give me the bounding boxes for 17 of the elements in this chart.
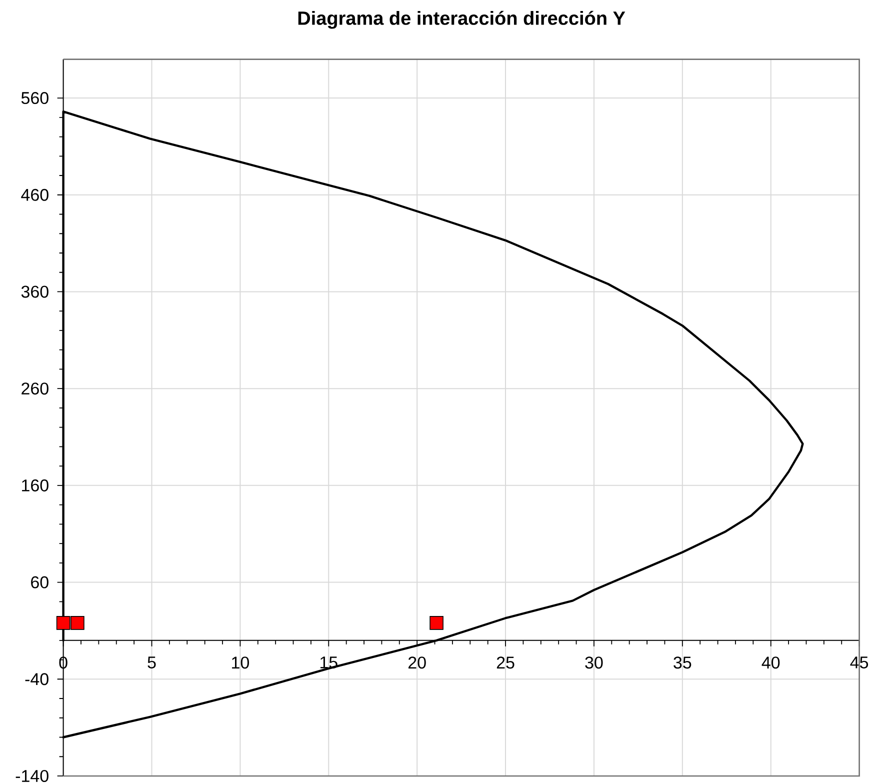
- x-tick-label: 20: [408, 656, 426, 669]
- x-tick-label: 40: [762, 656, 780, 669]
- y-tick-label: 260: [22, 382, 48, 395]
- x-tick-label: 25: [496, 656, 514, 669]
- x-tick-label: 45: [850, 656, 868, 668]
- y-tick-label: 360: [21, 286, 48, 298]
- y-tick-label: -140: [16, 770, 48, 782]
- x-tick-label: 30: [585, 656, 603, 669]
- x-tick-label: 35: [674, 656, 692, 669]
- y-tick-label: 560: [21, 92, 48, 104]
- x-tick-label: 10: [232, 656, 249, 669]
- y-tick-label: 460: [21, 188, 48, 201]
- x-tick-label: 5: [148, 656, 156, 668]
- chart-title: Diagrama de interacción dirección Y: [298, 10, 626, 29]
- y-tick-label: -40: [25, 673, 48, 686]
- y-tick-label: 160: [22, 479, 48, 492]
- y-tick-label: 60: [31, 576, 48, 588]
